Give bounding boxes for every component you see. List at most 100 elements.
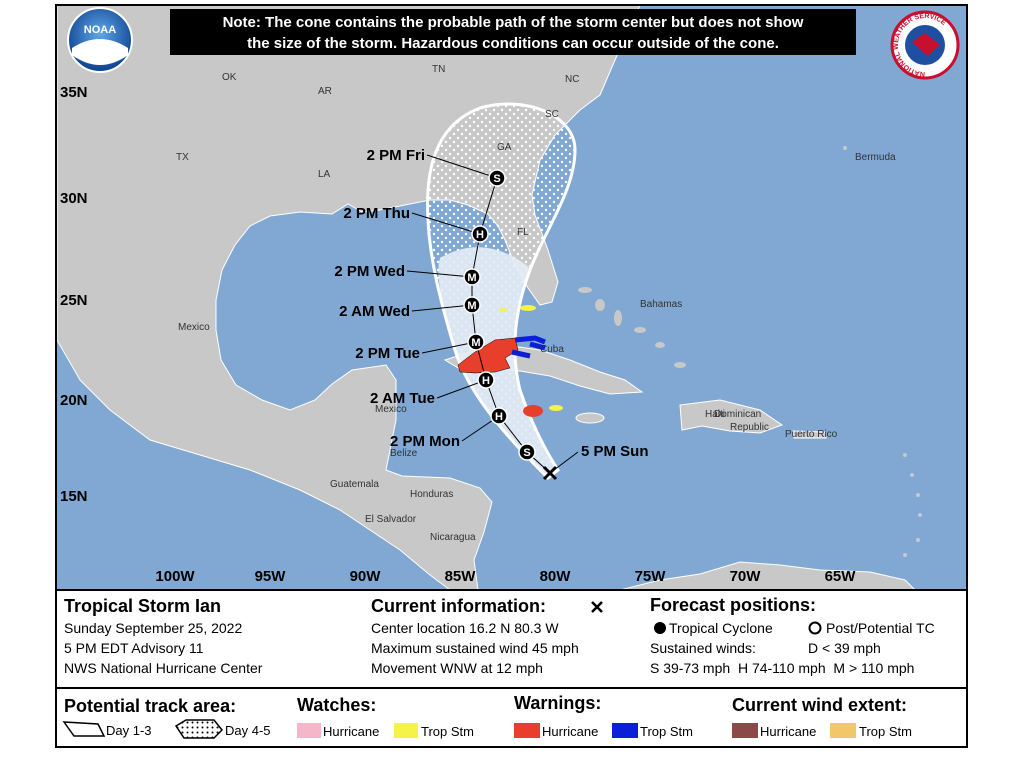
place-label: Cuba	[540, 344, 564, 355]
ptc-symbol	[808, 621, 822, 635]
lon-label: 70W	[730, 568, 762, 585]
forecast-point	[471, 225, 489, 243]
place-label: OK	[222, 72, 237, 83]
storm-line: 5 PM EDT Advisory 11	[64, 640, 204, 656]
time-label: 2 PM Fri	[367, 147, 425, 164]
place-label: LA	[318, 169, 331, 180]
place-label: SC	[545, 109, 559, 120]
hurricane-warning	[457, 337, 519, 374]
legend-title: Watches:	[297, 695, 376, 715]
place-label: Bahamas	[640, 299, 682, 310]
jamaica	[575, 412, 605, 424]
lon-label: 65W	[825, 568, 857, 585]
place-label: El Salvador	[365, 514, 417, 525]
time-label: 2 PM Mon	[390, 433, 460, 450]
forecast-text: Tropical Cyclone	[669, 620, 773, 636]
legend-text: Hurricane	[760, 724, 816, 739]
cone-outline	[426, 102, 577, 481]
leader-line	[549, 451, 579, 474]
day13-swatch	[62, 721, 106, 737]
lat-label: 15N	[60, 488, 88, 505]
legend-text: Trop Stm	[421, 724, 474, 739]
lat-label: 25N	[60, 292, 88, 309]
legend-title: Warnings:	[514, 693, 601, 713]
intensity-letter: M	[467, 272, 476, 284]
place-label: Honduras	[410, 489, 453, 500]
lon-label: 85W	[445, 568, 477, 585]
legend-text: Trop Stm	[859, 724, 912, 739]
intensity-letter: S	[493, 173, 500, 185]
storm-title: Tropical Storm Ian	[64, 596, 221, 616]
time-label: 2 PM Thu	[343, 205, 410, 222]
frame	[55, 4, 968, 748]
lon-label: 95W	[255, 568, 287, 585]
lat-label: 35N	[60, 84, 88, 101]
storm-line: NWS National Hurricane Center	[64, 660, 263, 676]
storm-line: Sunday September 25, 2022	[64, 620, 242, 636]
current-x	[591, 601, 603, 613]
place-label: Mexico	[178, 322, 210, 333]
hurricane-warning	[523, 405, 543, 417]
noaa-gull	[72, 39, 128, 65]
leader-line	[411, 304, 473, 312]
map: S H H M M M H S	[57, 5, 966, 590]
place-label: Nicaragua	[430, 532, 476, 543]
swatch	[830, 723, 856, 738]
time-label: 2 AM Tue	[370, 390, 435, 407]
south-america	[619, 561, 916, 590]
place-label: NC	[565, 74, 579, 85]
lon-label: 80W	[540, 568, 572, 585]
forecast-title: Forecast positions:	[650, 595, 816, 615]
place-label: TX	[176, 152, 189, 163]
tc-symbol	[654, 622, 666, 634]
intensity-letter: H	[476, 229, 484, 241]
place-label: TN	[432, 64, 445, 75]
place-label: Dominican	[714, 409, 761, 420]
forecast-point	[488, 169, 506, 187]
lon-label: 90W	[350, 568, 382, 585]
lat-label: 30N	[60, 190, 88, 207]
noaa-text: NOAA	[84, 24, 116, 36]
nws-mark	[912, 33, 940, 56]
swatch	[612, 723, 638, 738]
intensity-letter: M	[471, 337, 480, 349]
leader-line	[421, 341, 477, 354]
current-line: Center location 16.2 N 80.3 W	[371, 620, 559, 636]
swatch	[514, 723, 540, 738]
legend-text: Day 4-5	[225, 723, 271, 738]
place-label: Bermuda	[855, 152, 896, 163]
place-label: Mexico	[375, 404, 407, 415]
forecast-point	[490, 407, 508, 425]
forecast-point	[467, 333, 485, 351]
forecast-text: D < 39 mph	[808, 640, 881, 656]
intensity-letter: H	[482, 375, 490, 387]
place-label: Puerto Rico	[785, 429, 838, 440]
place-label: Republic	[730, 422, 769, 433]
place-label: AR	[318, 86, 332, 97]
lat-label: 20N	[60, 392, 88, 409]
current-line: Movement WNW at 12 mph	[371, 660, 543, 676]
time-label: 5 PM Sun	[581, 443, 649, 460]
note-box	[170, 9, 856, 55]
place-label: FL	[517, 227, 529, 238]
forecast-text: Sustained winds:	[650, 640, 756, 656]
note-line: Note: The cone contains the probable pat…	[223, 14, 804, 31]
leader-line	[426, 154, 498, 179]
forecast-point	[463, 268, 481, 286]
leader-line	[406, 270, 473, 278]
trop-storm-warning	[511, 335, 546, 359]
legend-text: Day 1-3	[106, 723, 152, 738]
lon-label: 100W	[155, 568, 195, 585]
trop-storm-watch	[499, 305, 563, 411]
place-label: Guatemala	[330, 479, 379, 490]
lon-label: 75W	[635, 568, 667, 585]
legend-title: Potential track area:	[64, 696, 236, 716]
day45-swatch	[174, 719, 224, 739]
current-title: Current information:	[371, 596, 546, 616]
legend-title: Current wind extent:	[732, 695, 907, 715]
hispaniola	[679, 399, 784, 434]
leader-line	[411, 212, 481, 235]
place-label: GA	[497, 142, 512, 153]
time-label: 2 AM Wed	[339, 303, 410, 320]
